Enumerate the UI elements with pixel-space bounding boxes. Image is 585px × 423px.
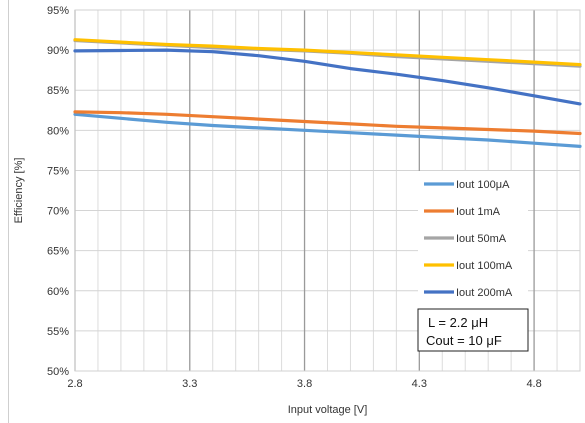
legend-label: Iout 100μA — [456, 179, 510, 191]
x-tick-label: 4.3 — [412, 378, 427, 390]
y-tick-label: 95% — [47, 5, 69, 17]
plot-area — [74, 9, 581, 372]
series-line — [73, 110, 582, 136]
legend-label: Iout 100mA — [456, 260, 513, 272]
series-line — [73, 38, 582, 67]
y-tick-label: 65% — [47, 246, 69, 258]
left-frame-border — [8, 0, 9, 423]
x-tick-label: 3.8 — [297, 378, 312, 390]
series-line — [73, 48, 582, 106]
y-axis-title: Efficiency [%] — [13, 158, 25, 224]
y-tick-label: 80% — [47, 125, 69, 137]
x-axis-title: Input voltage [V] — [288, 404, 368, 416]
y-tick-label: 70% — [47, 206, 69, 218]
x-tick-labels: 2.8 3.3 3.8 4.3 4.8 — [67, 378, 541, 390]
note-inductance: L = 2.2 μH — [428, 315, 488, 330]
component-note: L = 2.2 μH Cout = 10 μF — [417, 308, 529, 352]
series-lines — [73, 38, 582, 148]
series-line — [73, 112, 582, 148]
y-tick-label: 60% — [47, 286, 69, 298]
y-tick-labels: 50% 55% 60% 65% 70% 75% 80% 85% 90% 95% — [47, 5, 69, 378]
y-tick-label: 85% — [47, 85, 69, 97]
y-tick-label: 75% — [47, 165, 69, 177]
x-tick-label: 2.8 — [67, 378, 82, 390]
y-tick-label: 90% — [47, 45, 69, 57]
note-box — [417, 308, 529, 352]
x-tick-label: 3.3 — [182, 378, 197, 390]
x-tick-label: 4.8 — [526, 378, 541, 390]
note-output-capacitance: Cout = 10 μF — [426, 333, 502, 348]
legend-background — [418, 171, 528, 310]
y-tick-label: 55% — [47, 326, 69, 338]
legend: Iout 100μA Iout 1mA Iout 50mA Iout 100mA Iou… — [418, 171, 528, 310]
legend-label: Iout 50mA — [456, 233, 507, 245]
legend-label: Iout 1mA — [456, 206, 501, 218]
y-tick-label: 50% — [47, 366, 69, 378]
legend-label: Iout 200mA — [456, 287, 513, 299]
